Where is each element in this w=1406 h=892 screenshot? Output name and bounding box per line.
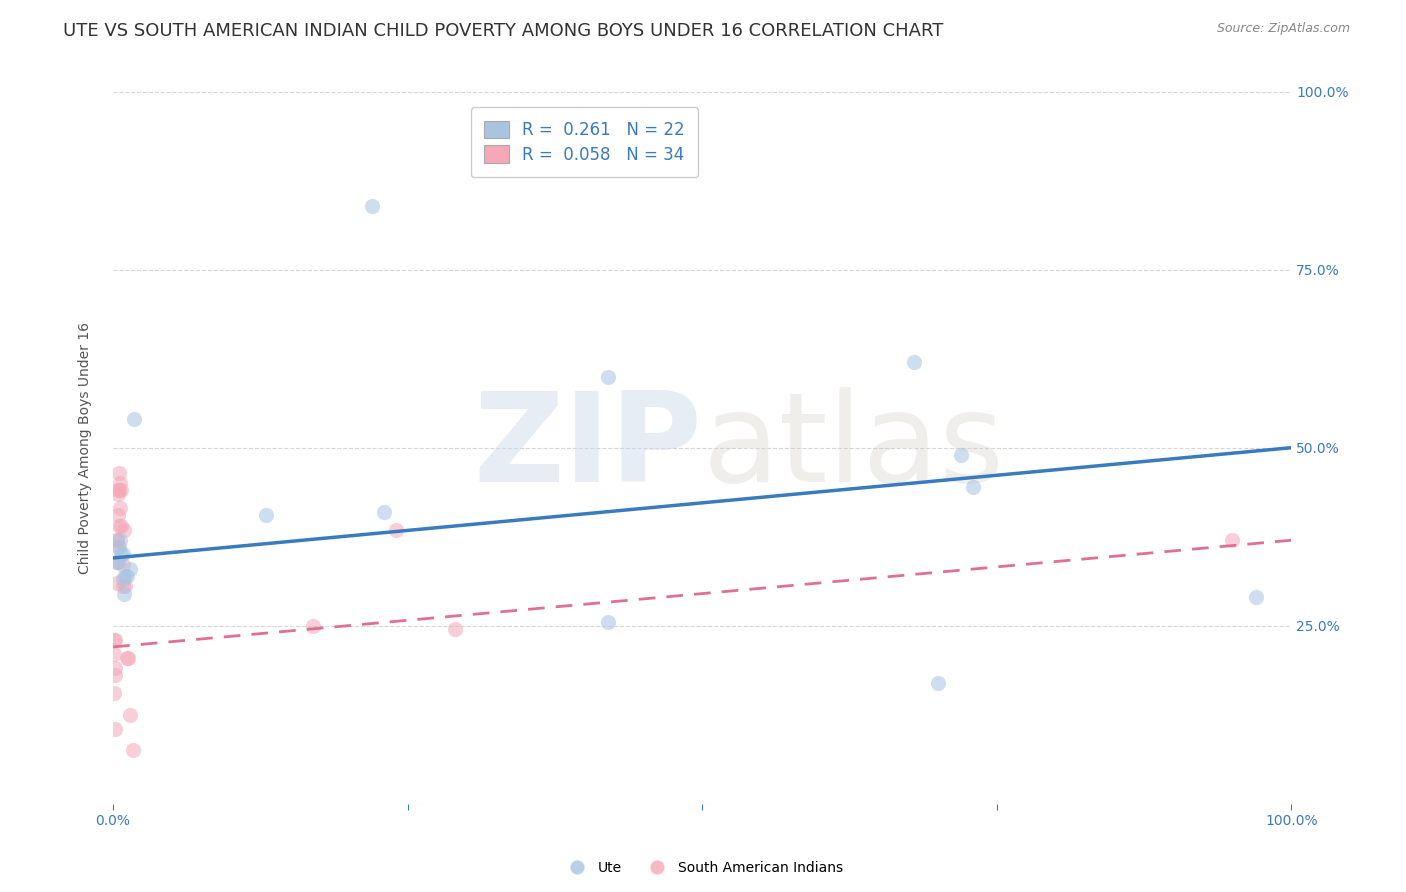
Point bbox=[112, 523, 135, 537]
Legend: Ute, South American Indians: Ute, South American Indians bbox=[558, 855, 848, 880]
Point bbox=[103, 632, 125, 647]
Point bbox=[104, 632, 127, 647]
Point bbox=[103, 647, 125, 661]
Point bbox=[105, 533, 128, 548]
Point bbox=[108, 466, 131, 480]
Point bbox=[124, 412, 146, 426]
Point bbox=[105, 533, 128, 548]
Point bbox=[103, 686, 125, 700]
Point bbox=[385, 523, 408, 537]
Point bbox=[108, 541, 131, 555]
Text: Source: ZipAtlas.com: Source: ZipAtlas.com bbox=[1216, 22, 1350, 36]
Text: UTE VS SOUTH AMERICAN INDIAN CHILD POVERTY AMONG BOYS UNDER 16 CORRELATION CHART: UTE VS SOUTH AMERICAN INDIAN CHILD POVER… bbox=[63, 22, 943, 40]
Point bbox=[110, 548, 132, 562]
Point bbox=[596, 615, 619, 629]
Point bbox=[118, 707, 141, 722]
Point bbox=[112, 586, 135, 600]
Point bbox=[118, 562, 141, 576]
Y-axis label: Child Poverty Among Boys Under 16: Child Poverty Among Boys Under 16 bbox=[79, 322, 93, 574]
Point bbox=[1222, 533, 1244, 548]
Text: ZIP: ZIP bbox=[474, 387, 702, 508]
Legend: R =  0.261   N = 22, R =  0.058   N = 34: R = 0.261 N = 22, R = 0.058 N = 34 bbox=[471, 107, 699, 177]
Point bbox=[115, 569, 138, 583]
Point bbox=[107, 508, 129, 523]
Point bbox=[108, 501, 131, 516]
Point bbox=[962, 480, 984, 494]
Point bbox=[111, 579, 134, 593]
Point bbox=[108, 476, 131, 491]
Point bbox=[254, 508, 277, 523]
Point bbox=[115, 650, 138, 665]
Point bbox=[111, 572, 134, 586]
Point bbox=[107, 541, 129, 555]
Point bbox=[105, 555, 128, 569]
Point bbox=[302, 618, 325, 632]
Point bbox=[110, 483, 132, 498]
Point bbox=[1244, 590, 1267, 604]
Point bbox=[117, 650, 139, 665]
Point bbox=[105, 555, 128, 569]
Point bbox=[111, 558, 134, 573]
Point bbox=[111, 548, 134, 562]
Point bbox=[443, 622, 465, 636]
Point bbox=[373, 505, 395, 519]
Point bbox=[107, 555, 129, 569]
Point bbox=[950, 448, 973, 462]
Point bbox=[104, 661, 127, 675]
Point bbox=[903, 355, 925, 369]
Point bbox=[108, 519, 131, 533]
Point bbox=[104, 668, 127, 682]
Point bbox=[105, 575, 128, 590]
Point bbox=[361, 199, 384, 213]
Text: atlas: atlas bbox=[702, 387, 1004, 508]
Point bbox=[108, 533, 131, 548]
Point bbox=[114, 569, 136, 583]
Point bbox=[104, 722, 127, 736]
Point bbox=[122, 743, 145, 757]
Point bbox=[107, 487, 129, 501]
Point bbox=[927, 675, 949, 690]
Point bbox=[107, 483, 129, 498]
Point bbox=[596, 369, 619, 384]
Point bbox=[110, 519, 132, 533]
Point bbox=[108, 483, 131, 498]
Point bbox=[114, 579, 136, 593]
